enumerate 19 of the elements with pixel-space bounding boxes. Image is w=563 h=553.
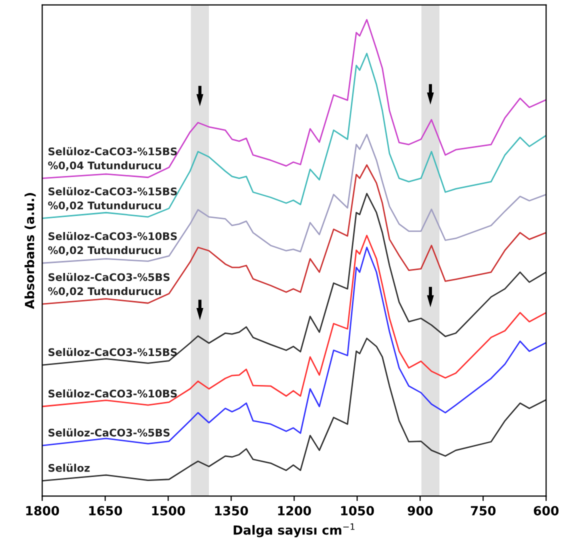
series-label: Selüloz-CaCO3-%15BS (48, 348, 177, 356)
x-tick-label: 1650 (89, 506, 122, 516)
x-tick-label: 600 (534, 506, 559, 516)
x-axis-title: Dalga sayısı cm$^{−1}$ (234, 523, 354, 538)
series-label: Selüloz (48, 464, 90, 472)
x-tick-label: 750 (470, 506, 496, 516)
series-label: Selüloz-CaCO3-%10BS %0,02 Tutundurucu (48, 232, 177, 256)
x-tick-label: 1500 (152, 506, 185, 516)
x-tick-label: 1050 (341, 506, 374, 516)
x-tick-label: 1800 (26, 506, 60, 516)
series-label: Selüloz-CaCO3-%5BS (48, 428, 170, 437)
x-tick-label: 900 (408, 506, 433, 516)
x-tick-label: 1350 (215, 506, 248, 516)
series-label: Selüloz-CaCO3-%10BS (48, 389, 177, 398)
series-label: Selüloz-CaCO3-%15BS %0,02 Tutundurucu (48, 187, 177, 211)
x-tick-label: 1200 (278, 506, 311, 516)
series-label: Selüloz-CaCO3-%15BS %0,04 Tutundurucu (48, 147, 177, 171)
series-label: Selüloz-CaCO3-%5BS %0,02 Tutundurucu (48, 272, 170, 296)
y-axis-title: Absorbans (a.u.) (24, 193, 36, 310)
